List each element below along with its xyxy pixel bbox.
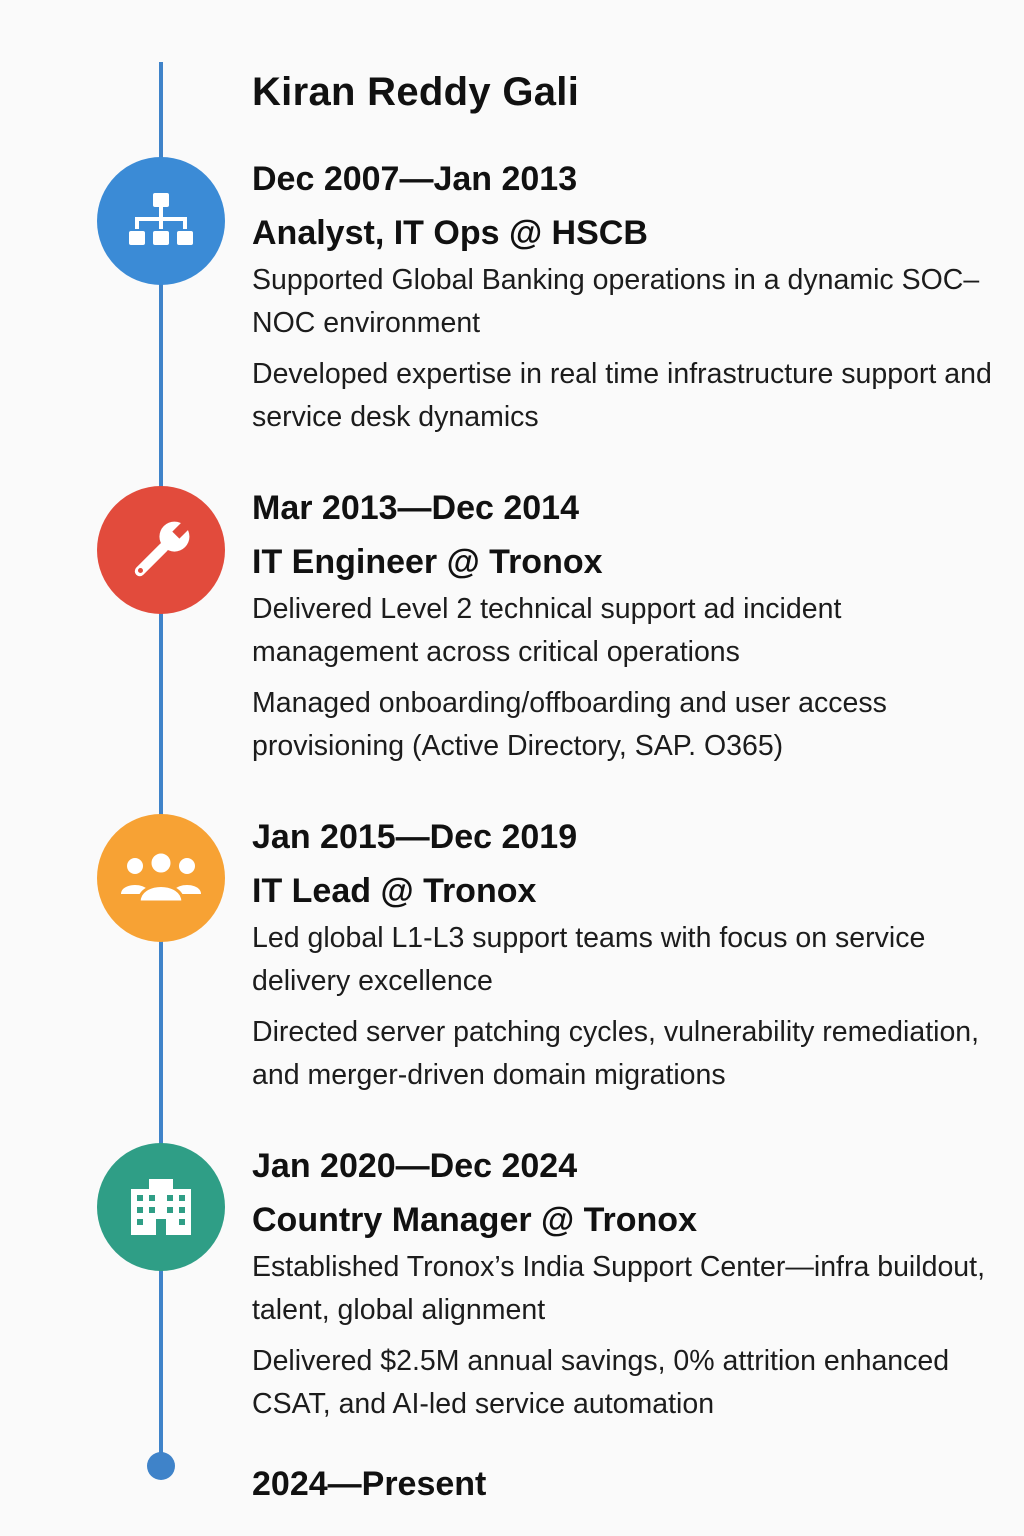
wrench-icon xyxy=(126,515,196,585)
timeline-entry-4: Jan 2020—Dec 2024 Country Manager @ Tron… xyxy=(252,1146,992,1426)
timeline-end-dot xyxy=(147,1452,175,1480)
building-icon xyxy=(129,1177,193,1237)
entry-role: Analyst, IT Ops @ HSCB xyxy=(252,214,648,252)
timeline-entry-1: Dec 2007—Jan 2013 Analyst, IT Ops @ HSCB… xyxy=(252,159,992,439)
entry-role: IT Lead @ Tronox xyxy=(252,872,537,910)
present-label: 2024—Present xyxy=(252,1465,487,1503)
entry-description: Directed server patching cycles, vulnera… xyxy=(252,1016,980,1091)
entry-description: Managed onboarding/offboarding and user … xyxy=(252,687,887,762)
entry-period: Mar 2013—Dec 2014 xyxy=(252,489,580,527)
entry-period: Dec 2007—Jan 2013 xyxy=(252,160,578,198)
timeline-entry-3: Jan 2015—Dec 2019 IT Lead @ Tronox Led g… xyxy=(252,817,992,1097)
hierarchy-icon xyxy=(127,191,195,251)
team-icon xyxy=(119,850,203,906)
entry-role: Country Manager @ Tronox xyxy=(252,1201,697,1239)
entry-role: IT Engineer @ Tronox xyxy=(252,543,603,581)
entry-description: Established Tronox’s India Support Cente… xyxy=(252,1251,985,1326)
timeline-node-3 xyxy=(97,814,225,942)
timeline-entry-2: Mar 2013—Dec 2014 IT Engineer @ Tronox D… xyxy=(252,488,992,768)
entry-description: Developed expertise in real time infrast… xyxy=(252,358,992,433)
entry-period: Jan 2020—Dec 2024 xyxy=(252,1147,578,1185)
timeline-line xyxy=(159,62,163,1462)
entry-period: Jan 2015—Dec 2019 xyxy=(252,818,578,856)
timeline-node-1 xyxy=(97,157,225,285)
entry-description: Delivered Level 2 technical support ad i… xyxy=(252,593,842,668)
entry-description: Led global L1-L3 support teams with focu… xyxy=(252,922,926,997)
entry-description: Supported Global Banking operations in a… xyxy=(252,264,980,339)
timeline-node-2 xyxy=(97,486,225,614)
entry-description: Delivered $2.5M annual savings, 0% attri… xyxy=(252,1345,950,1420)
person-name: Kiran Reddy Gali xyxy=(252,70,580,114)
timeline-node-4 xyxy=(97,1143,225,1271)
